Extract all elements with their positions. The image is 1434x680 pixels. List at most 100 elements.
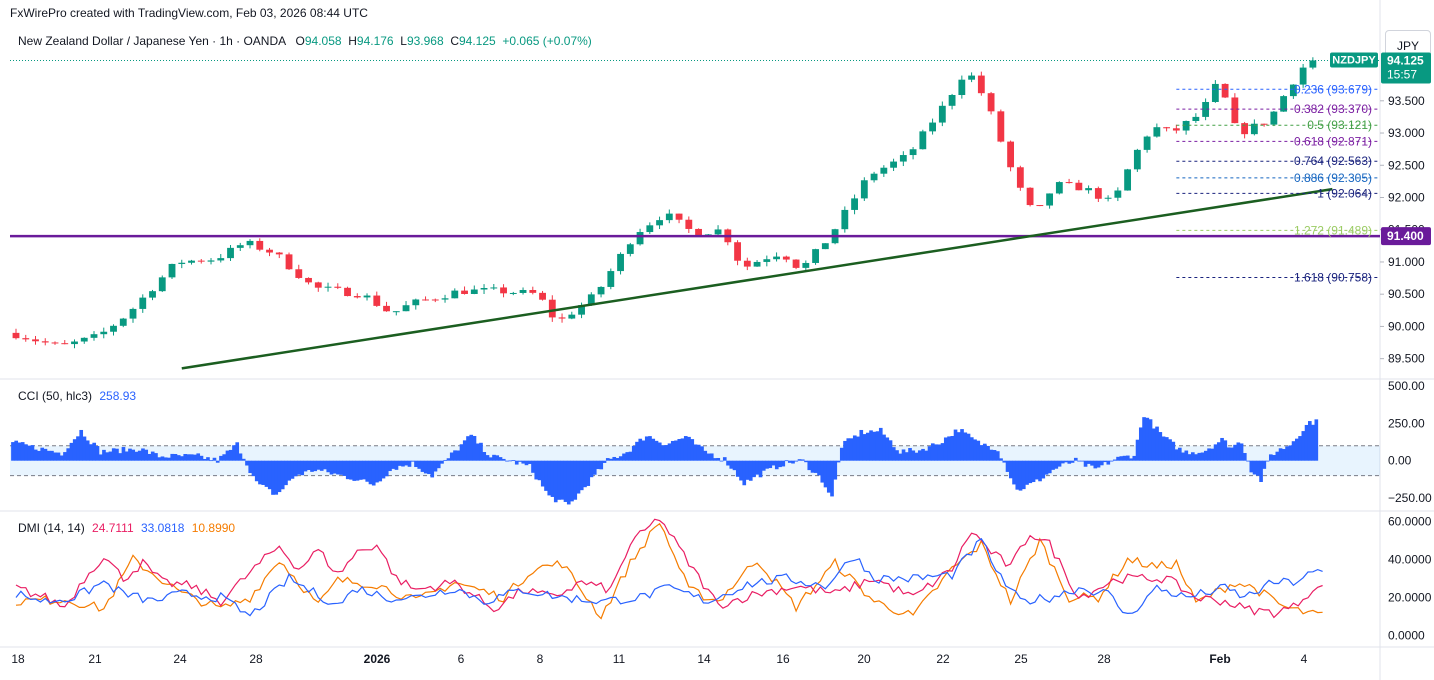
cci-bar xyxy=(82,436,87,461)
price-tick-label: 93.000 xyxy=(1388,126,1425,140)
cci-bar xyxy=(1138,427,1143,461)
cci-bar xyxy=(527,460,532,464)
candle-body xyxy=(987,93,995,112)
cci-bar xyxy=(1281,449,1286,461)
candle-body xyxy=(1104,197,1112,199)
cci-bar xyxy=(14,440,19,461)
cci-bar xyxy=(459,444,464,461)
cci-bar xyxy=(521,460,526,464)
cci-bar xyxy=(63,452,67,461)
cci-bar xyxy=(901,449,906,461)
candle-body xyxy=(1124,169,1132,191)
cci-bar xyxy=(150,451,155,461)
fib-level-label: 0.764 (92.563) xyxy=(1294,154,1372,168)
cci-bar xyxy=(37,450,41,461)
candle-body xyxy=(71,341,78,345)
candle-body xyxy=(587,294,595,306)
cci-bar xyxy=(1008,460,1013,479)
symbol-legend: New Zealand Dollar / Japanese Yen · 1h ·… xyxy=(18,34,592,48)
cci-bar xyxy=(982,443,987,461)
cci-bar xyxy=(345,460,350,480)
cci-bar xyxy=(449,452,454,461)
candle-body xyxy=(509,292,517,294)
cci-bar xyxy=(774,460,779,470)
cci-bar xyxy=(427,460,431,475)
dmi-tick-label: 20.0000 xyxy=(1388,591,1432,605)
cci-bar xyxy=(20,442,25,461)
cci-bar xyxy=(999,458,1003,461)
cci-bar xyxy=(719,460,724,462)
candle-body xyxy=(899,155,907,162)
candle-body xyxy=(1260,123,1268,125)
cci-bar xyxy=(1181,452,1185,461)
cci-bar xyxy=(849,438,854,461)
cci-bar xyxy=(76,436,80,461)
cci-bar xyxy=(615,458,620,461)
cci-bar xyxy=(1015,460,1020,490)
dmi-plus_di-line xyxy=(15,537,1323,617)
cci-bar xyxy=(362,460,366,480)
cci-bar xyxy=(196,453,201,461)
cci-bar xyxy=(180,456,184,461)
cci-bar xyxy=(947,436,951,461)
countdown-text: 15:57 xyxy=(1387,68,1417,82)
time-tick-label: 8 xyxy=(537,652,544,666)
cci-bar xyxy=(1155,426,1159,461)
cci-bar xyxy=(823,460,828,488)
cci-bar xyxy=(956,432,961,461)
cci-bar xyxy=(202,458,207,461)
candle-body xyxy=(22,338,30,340)
cci-bar xyxy=(963,432,968,461)
cci-bar xyxy=(833,460,838,480)
cci-bar xyxy=(969,437,974,461)
cci-bar xyxy=(911,450,916,461)
cci-bar xyxy=(313,460,318,472)
cci-bar xyxy=(778,460,782,468)
cci-bar xyxy=(215,460,220,463)
cci-bar xyxy=(846,438,851,461)
cci-bar xyxy=(414,460,418,468)
fib-level-label: 1.272 (91.489) xyxy=(1294,223,1372,237)
candle-body xyxy=(207,260,215,262)
time-tick-label: 14 xyxy=(697,652,711,666)
cci-bar xyxy=(1207,448,1211,461)
cci-bar xyxy=(696,444,701,461)
candle-body xyxy=(607,271,615,287)
candle-body xyxy=(1299,67,1307,85)
cci-bar xyxy=(508,460,513,462)
time-tick-label: 11 xyxy=(613,652,626,666)
cci-bar xyxy=(1021,460,1026,490)
cci-bar xyxy=(904,452,909,461)
cci-bar xyxy=(33,449,38,461)
cci-bar xyxy=(648,436,652,461)
cci-legend: CCI (50, hlc3) 258.93 xyxy=(18,389,136,403)
cci-bar xyxy=(550,460,555,497)
cci-bar xyxy=(872,431,877,461)
cci-bar xyxy=(1220,437,1224,461)
candle-body xyxy=(470,289,478,294)
cci-bar xyxy=(339,460,344,475)
cci-bar xyxy=(102,449,106,461)
candle-body xyxy=(685,219,693,229)
cci-bar xyxy=(1038,460,1042,482)
cci-bar xyxy=(729,460,734,469)
cci-bar xyxy=(290,460,295,479)
cci-bar xyxy=(89,444,93,461)
cci-bar xyxy=(748,460,753,481)
time-tick-label: 22 xyxy=(936,652,950,666)
candle-body xyxy=(597,286,605,295)
cci-bar xyxy=(1047,460,1052,474)
cci-bar xyxy=(173,453,178,461)
low-value: 93.968 xyxy=(406,34,444,48)
cci-value: 258.93 xyxy=(99,389,137,403)
candle-body xyxy=(90,334,98,338)
dmi-adx-line xyxy=(15,522,1323,620)
cci-bar xyxy=(862,434,867,461)
cci-bar xyxy=(1012,460,1016,485)
cci-bar xyxy=(924,450,929,461)
cci-bar xyxy=(1142,417,1146,461)
cci-bar xyxy=(1041,460,1046,479)
cci-bar xyxy=(293,460,298,477)
cci-bar xyxy=(157,457,162,461)
